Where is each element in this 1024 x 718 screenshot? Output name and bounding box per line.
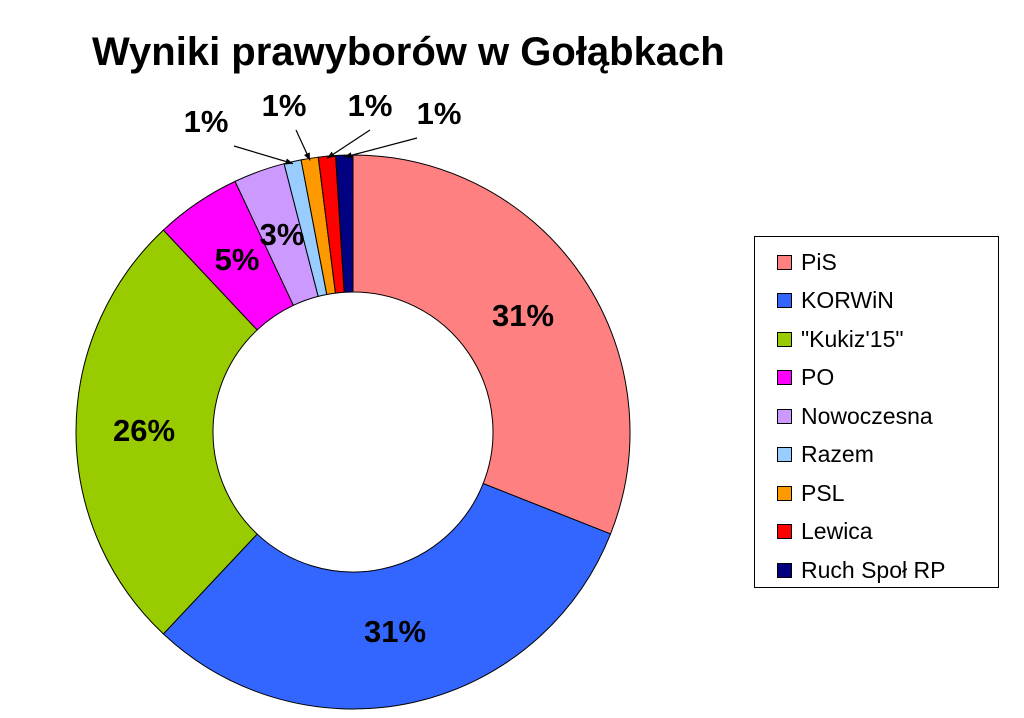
legend-label: "Kukiz'15" [801,325,904,352]
chart-title: Wyniki prawyborów w Gołąbkach [92,30,725,74]
legend-item-1: KORWiN [777,286,894,316]
legend-item-4: Nowoczesna [777,401,933,431]
legend-item-6: PSL [777,478,844,508]
legend-label: PiS [801,248,837,275]
legend-swatch [777,370,792,385]
slice-label-6: 1% [262,88,307,123]
legend-swatch [777,524,792,539]
slice-0 [352,154,631,535]
slice-label-0: 31% [492,298,554,333]
slice-2 [75,229,258,635]
leader-arrow-6 [304,152,310,161]
legend-item-3: PO [777,363,834,393]
legend-label: Lewica [801,518,873,544]
leader-line-8 [344,137,418,158]
leader-arrow-7 [327,151,335,159]
legend-swatch [777,254,792,270]
legend-swatch [777,447,792,462]
legend-label: KORWiN [801,287,894,313]
leader-line-7 [326,129,371,159]
leader-line-5 [233,145,294,165]
slice-label-1: 31% [364,614,426,649]
legend-swatch [777,485,792,501]
legend-item-0: PiS [777,247,837,277]
slice-label-2: 26% [113,413,175,448]
legend-item-5: Razem [777,440,874,470]
legend-item-2: "Kukiz'15" [777,324,904,354]
legend-label: Razem [801,441,874,467]
slice-label-4: 3% [260,217,305,252]
legend: PiS KORWiN "Kukiz'15" PO Nowoczesna Razem PSL L… [754,236,999,588]
legend-swatch [777,331,792,347]
leader-arrow-5 [285,158,294,165]
legend-swatch [777,293,792,308]
legend-swatch [777,408,792,424]
legend-label: Nowoczesna [801,402,933,429]
slice-1 [162,482,612,710]
leader-arrow-8 [344,152,353,159]
legend-label: PSL [801,479,845,506]
slice-8 [335,154,354,293]
legend-item-7: Lewica [777,517,873,547]
slice-label-5: 1% [184,104,229,139]
legend-label: PO [801,364,835,390]
legend-label: Ruch Społ RP [801,556,946,583]
slice-label-8: 1% [417,96,462,131]
slice-label-7: 1% [348,88,393,123]
legend-item-8: Ruch Społ RP [777,555,945,585]
slice-label-3: 5% [215,242,260,277]
legend-swatch [777,562,792,578]
